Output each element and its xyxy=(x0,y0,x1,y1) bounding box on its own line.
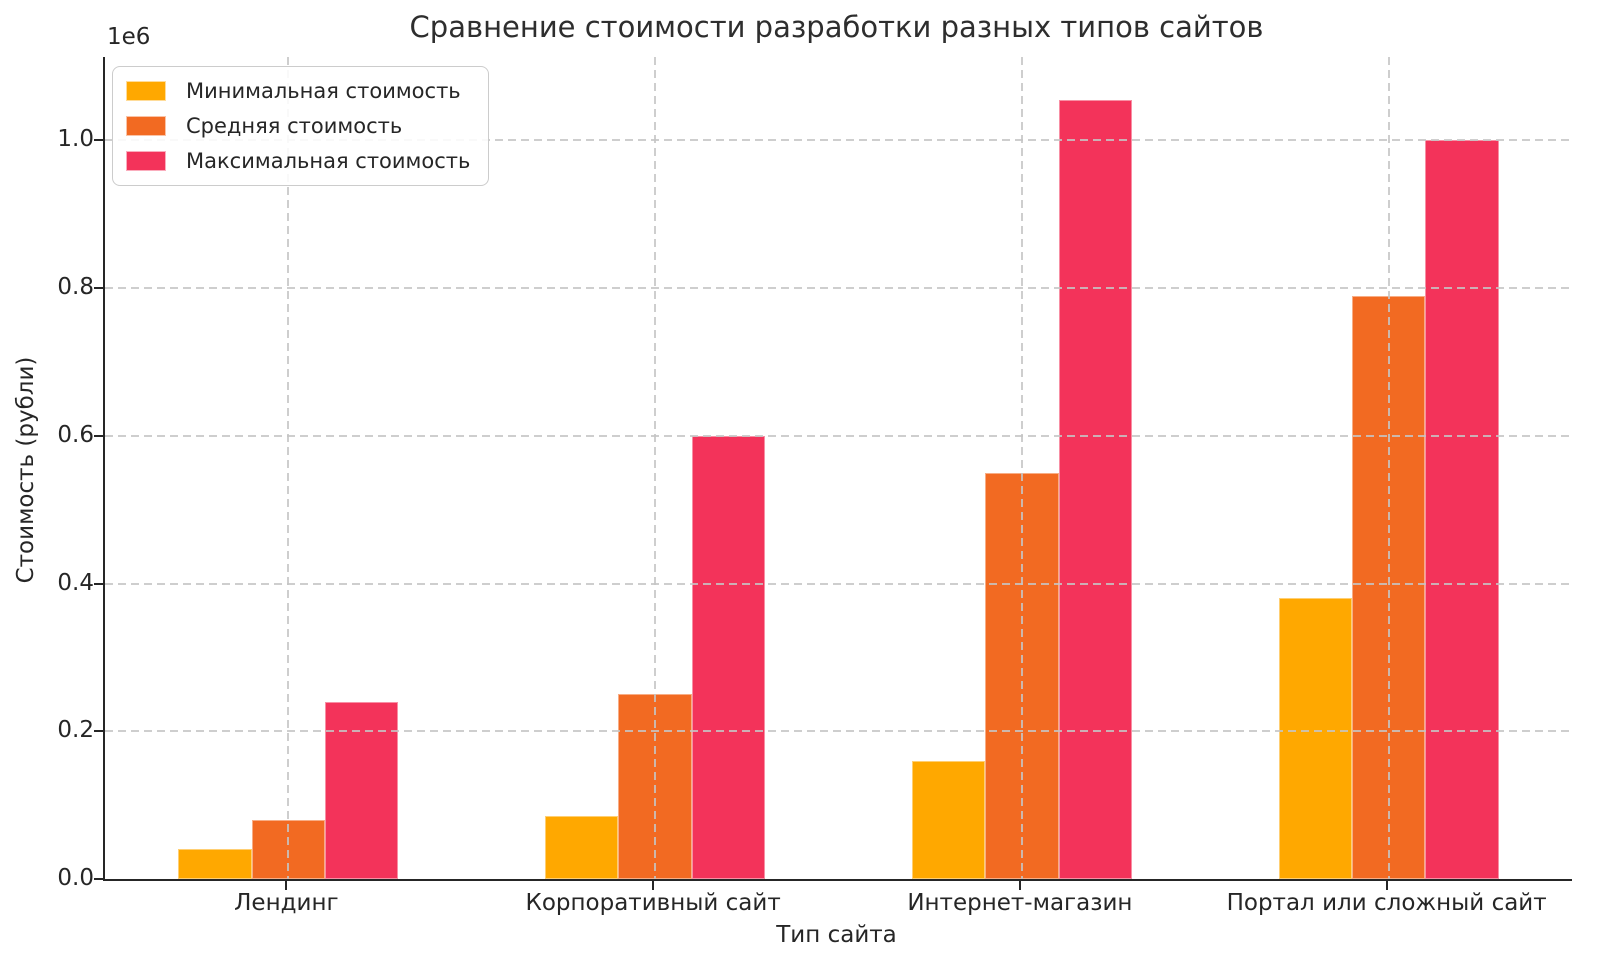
y-tick-label: 0.0 xyxy=(57,865,94,891)
chart-title: Сравнение стоимости разработки разных ти… xyxy=(409,10,1264,44)
x-tick-label: Лендинг xyxy=(234,890,339,916)
legend: Минимальная стоимость Средняя стоимость Ма… xyxy=(112,66,490,186)
x-tick-label: Интернет-магазин xyxy=(907,890,1133,916)
gridline-horizontal xyxy=(105,730,1572,733)
y-tick-mark xyxy=(94,434,103,437)
x-tick-mark xyxy=(652,881,655,890)
y-tick-label: 0.6 xyxy=(57,421,94,448)
bar-max-category-0 xyxy=(325,701,399,879)
legend-label: Средняя стоимость xyxy=(186,114,403,138)
gridline-vertical xyxy=(1020,57,1023,879)
legend-label: Минимальная стоимость xyxy=(186,79,461,103)
y-tick-mark xyxy=(94,878,103,880)
bar-min-category-1 xyxy=(545,816,619,879)
legend-item-avg: Средняя стоимость xyxy=(126,114,470,138)
gridline-horizontal xyxy=(105,434,1572,437)
y-tick-label: 0.8 xyxy=(57,274,94,301)
x-tick-label: Портал или сложный сайт xyxy=(1226,890,1547,916)
gridline-horizontal xyxy=(105,582,1572,585)
x-tick-mark xyxy=(1385,881,1388,890)
gridline-vertical xyxy=(1387,57,1390,879)
x-tick-label: Корпоративный сайт xyxy=(525,890,781,916)
y-tick-mark xyxy=(94,287,103,290)
bar-min-category-0 xyxy=(178,849,252,879)
legend-item-min: Минимальная стоимость xyxy=(126,79,470,103)
y-tick-mark xyxy=(94,730,103,733)
bar-max-category-2 xyxy=(1058,99,1132,879)
plot-area xyxy=(103,57,1572,881)
legend-swatch xyxy=(126,81,166,101)
bar-min-category-3 xyxy=(1278,598,1352,879)
legend-label: Максимальная стоимость xyxy=(186,149,471,173)
bar-max-category-3 xyxy=(1425,140,1499,879)
legend-swatch xyxy=(126,116,166,136)
y-axis-label: Стоимость (рубли) xyxy=(13,356,39,584)
x-tick-mark xyxy=(285,881,288,890)
gridline-vertical xyxy=(287,57,290,879)
gridline-horizontal xyxy=(105,287,1572,290)
x-axis-label: Тип сайта xyxy=(776,922,897,948)
y-tick-label: 0.2 xyxy=(57,717,94,744)
y-tick-mark xyxy=(94,582,103,585)
y-tick-label: 1.0 xyxy=(57,126,94,153)
y-tick-label: 0.4 xyxy=(57,569,94,596)
gridline-horizontal xyxy=(105,139,1572,142)
legend-item-max: Максимальная стоимость xyxy=(126,149,470,173)
bar-min-category-2 xyxy=(911,760,986,879)
gridline-vertical xyxy=(654,57,657,879)
bar-max-category-1 xyxy=(691,435,766,879)
y-axis-offset-label: 1e6 xyxy=(107,24,151,50)
x-tick-mark xyxy=(1018,881,1021,890)
y-tick-mark xyxy=(94,139,103,142)
legend-swatch xyxy=(126,151,166,171)
